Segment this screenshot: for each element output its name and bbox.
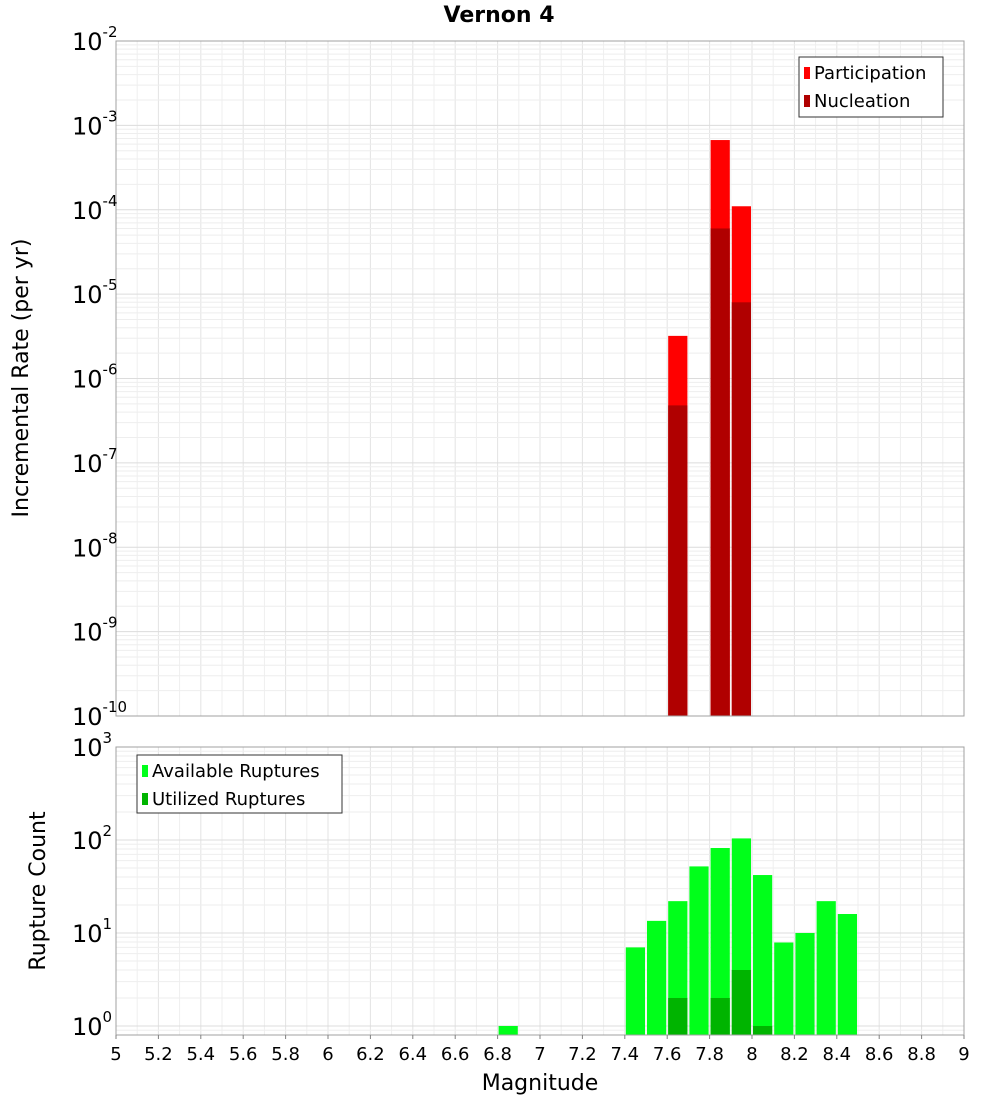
x-tick-label: 7.2 [568, 1044, 597, 1065]
x-tick-label: 5.6 [229, 1044, 258, 1065]
x-tick-label: 7.8 [695, 1044, 724, 1065]
count-panel: 100 101 102 103 Rupture Count Available Ruptu… [26, 729, 965, 1041]
bar [647, 920, 667, 1035]
legend-label: Nucleation [814, 91, 910, 112]
x-tick-label: 6.6 [441, 1044, 470, 1065]
y-tick-label: 10-3 [72, 107, 118, 140]
x-tick-label: 7.4 [610, 1044, 639, 1065]
bar [731, 969, 751, 1035]
legend-swatch [142, 793, 148, 805]
x-tick-label: 7 [534, 1044, 545, 1065]
x-tick-label: 5.4 [186, 1044, 215, 1065]
y-tick-label: 10-9 [72, 614, 118, 647]
x-tick-label: 6 [322, 1044, 333, 1065]
y-tick-label: 101 [72, 915, 112, 948]
y-tick-label: 10-5 [72, 276, 118, 309]
bar [710, 848, 730, 1035]
bar [837, 914, 857, 1035]
y-tick-label: 10-6 [72, 361, 118, 394]
y-tick-label: 100 [72, 1008, 112, 1041]
x-tick-label: 6.2 [356, 1044, 385, 1065]
legend-box [136, 754, 343, 814]
x-axis-label: Magnitude [482, 1071, 599, 1096]
x-tick-label: 8.8 [907, 1044, 936, 1065]
y-tick-label: 10-10 [72, 698, 127, 731]
legend: Available Ruptures Utilized Ruptures [136, 754, 343, 814]
x-tick-label: 8.6 [865, 1044, 894, 1065]
legend: Participation Nucleation [798, 56, 944, 118]
legend-label: Available Ruptures [152, 761, 320, 782]
bar [625, 947, 645, 1035]
bar [710, 997, 730, 1035]
bar [795, 932, 815, 1035]
chart-title: Vernon 4 [444, 3, 555, 28]
x-tick-label: 8.2 [780, 1044, 809, 1065]
bar [668, 405, 688, 716]
legend-swatch [804, 95, 810, 107]
y-axis-label: Rupture Count [26, 811, 51, 971]
grid-lines [115, 40, 965, 717]
x-axis: 5 5.2 5.4 5.6 5.8 6 6.2 6.4 6.6 6.8 7 7.2 7.4 7.6 7.8 8… [110, 1035, 970, 1065]
plot-border [115, 40, 965, 717]
bar [816, 901, 836, 1035]
bar [753, 1025, 773, 1035]
x-tick-label: 9 [958, 1044, 969, 1065]
rate-panel: 10-10 10-9 10-8 10-7 10-6 10-5 10-4 10-3 10-2 Inc… [9, 23, 965, 731]
bar [731, 302, 751, 716]
y-tick-label: 102 [72, 822, 112, 855]
bar [668, 997, 688, 1035]
bar [498, 1025, 518, 1035]
x-tick-label: 6.8 [483, 1044, 512, 1065]
legend-label: Utilized Ruptures [152, 789, 305, 810]
bar [689, 866, 709, 1035]
legend-swatch [804, 67, 810, 79]
y-axis-label: Incremental Rate (per yr) [9, 239, 34, 518]
x-tick-label: 5 [110, 1044, 121, 1065]
y-tick-label: 10-4 [72, 192, 118, 225]
bar [710, 228, 730, 716]
y-tick-label: 10-8 [72, 529, 118, 562]
legend-label: Participation [814, 63, 926, 84]
y-tick-label: 10-2 [72, 23, 118, 56]
bar [774, 942, 794, 1035]
x-tick-label: 8 [746, 1044, 757, 1065]
legend-box [798, 56, 944, 118]
x-tick-label: 8.4 [822, 1044, 851, 1065]
legend-swatch [142, 765, 148, 777]
series-utilized-ruptures [668, 969, 773, 1035]
x-tick-label: 7.6 [653, 1044, 682, 1065]
x-tick-label: 6.4 [398, 1044, 427, 1065]
series-nucleation [668, 228, 751, 716]
y-tick-label: 103 [72, 729, 112, 762]
x-tick-label: 5.2 [144, 1044, 173, 1065]
x-tick-label: 5.8 [271, 1044, 300, 1065]
y-tick-label: 10-7 [72, 445, 118, 478]
bar [753, 875, 773, 1035]
